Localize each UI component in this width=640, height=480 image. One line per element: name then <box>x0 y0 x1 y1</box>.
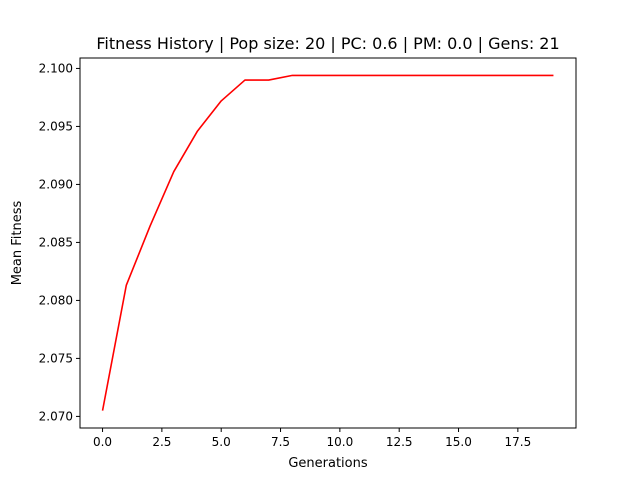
x-tick-label: 12.5 <box>386 435 413 449</box>
y-tick-label: 2.090 <box>39 177 73 191</box>
y-axis-label: Mean Fitness <box>10 200 25 285</box>
x-tick-label: 5.0 <box>212 435 231 449</box>
y-tick-label: 2.080 <box>39 293 73 307</box>
x-tick-label: 15.0 <box>445 435 472 449</box>
x-tick-label: 10.0 <box>327 435 354 449</box>
chart-title: Fitness History | Pop size: 20 | PC: 0.6… <box>96 34 559 53</box>
x-tick-label: 0.0 <box>93 435 112 449</box>
y-tick-label: 2.085 <box>39 235 73 249</box>
y-tick-label: 2.100 <box>39 61 73 75</box>
x-axis-ticks: 0.0 2.5 5.0 7.5 10.0 12.5 15.0 17.5 <box>93 428 531 449</box>
x-axis-label: Generations <box>288 456 368 471</box>
y-tick-label: 2.070 <box>39 409 73 423</box>
plot-frame <box>79 57 577 429</box>
x-tick-label: 7.5 <box>271 435 290 449</box>
mean-fitness-line <box>101 74 554 411</box>
y-axis-ticks: 2.070 2.075 2.080 2.085 2.090 2.095 2.100 <box>39 61 80 423</box>
y-tick-label: 2.095 <box>39 119 73 133</box>
y-tick-label: 2.075 <box>39 351 73 365</box>
plot-area <box>101 74 554 411</box>
x-tick-label: 17.5 <box>504 435 531 449</box>
x-tick-label: 2.5 <box>152 435 171 449</box>
